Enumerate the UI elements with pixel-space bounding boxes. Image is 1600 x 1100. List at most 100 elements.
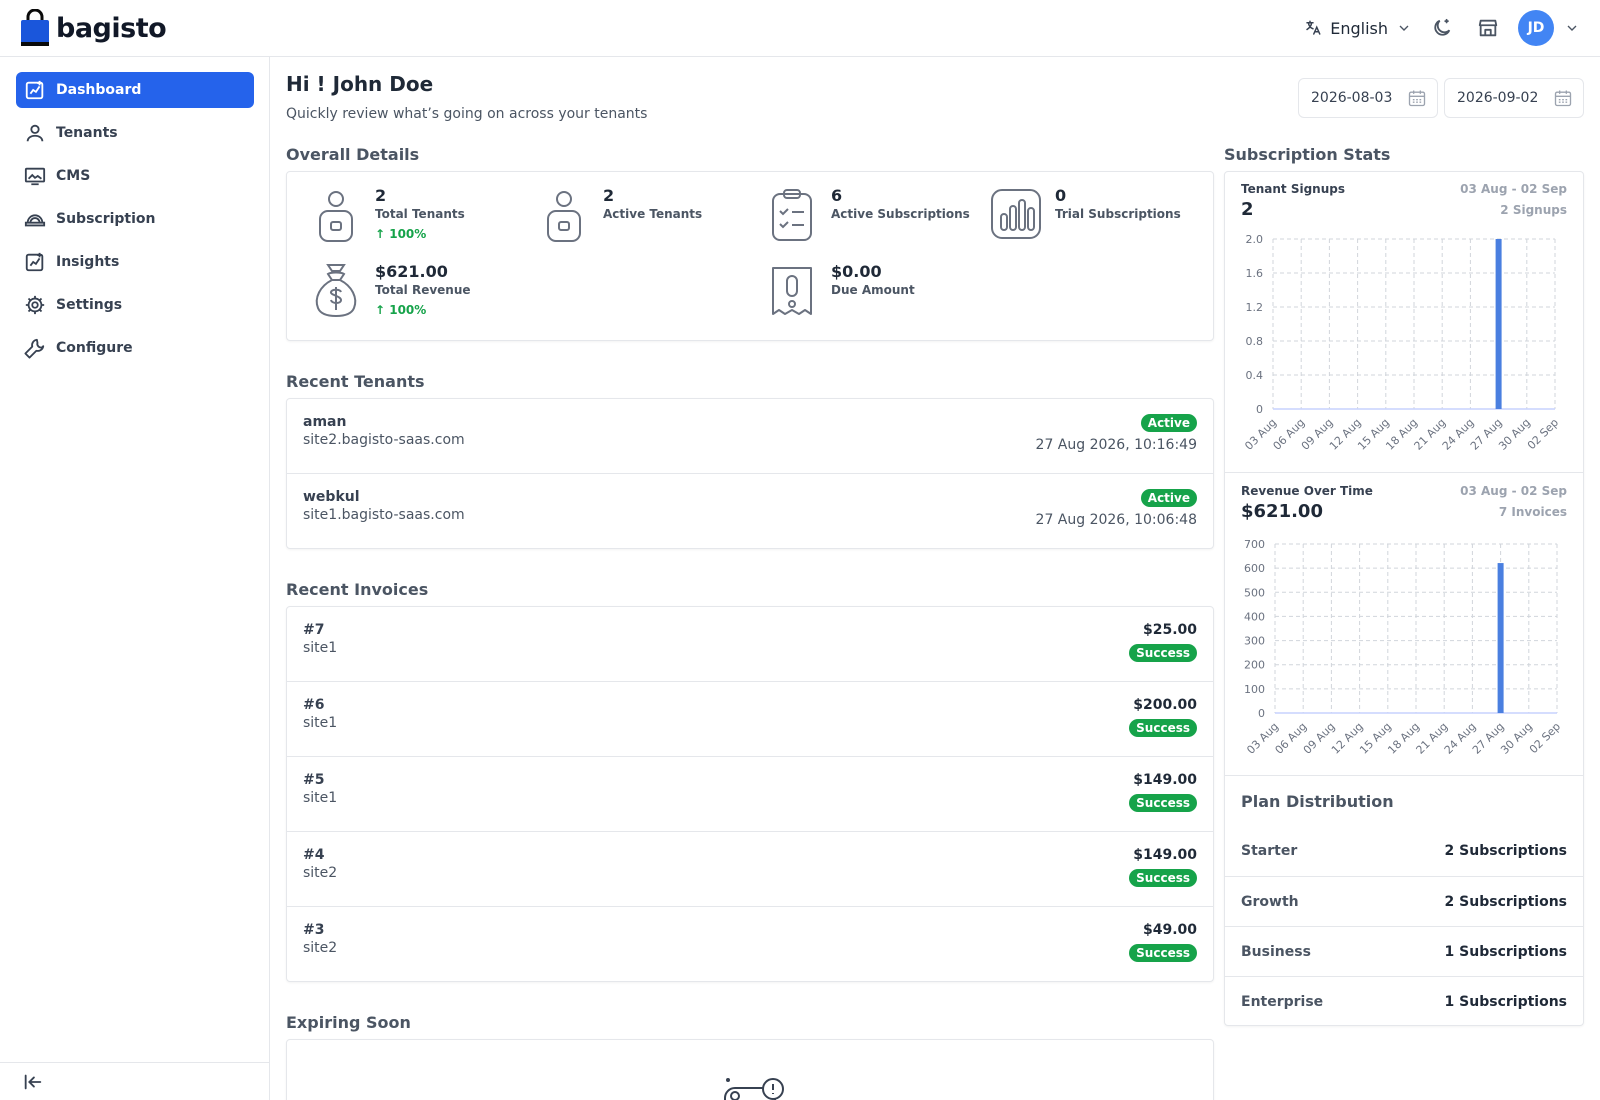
overall-details-card: 2 Total Tenants ↑ 100% 2 Active Tenants … [286,171,1214,341]
chart-bar [1497,563,1504,713]
tenant-name: webkul [303,489,360,505]
dark-mode-toggle[interactable] [1426,12,1458,44]
signups-count: 2 Signups [1500,203,1567,217]
status-badge: Success [1129,644,1197,662]
invoice-row[interactable]: #4 site2 $149.00 Success [287,832,1213,907]
y-tick-label: 200 [1244,659,1265,672]
stat-total-tenants: 2 Total Tenants ↑ 100% [311,186,465,242]
store-icon [1478,19,1498,37]
invoice-meta: $149.00 Success [1129,847,1197,887]
subscription-stats-title: Subscription Stats [1224,145,1391,164]
invoice-row[interactable]: #5 site1 $149.00 Success [287,757,1213,832]
sidebar-item-tenants[interactable]: Tenants [16,115,254,151]
sidebar-item-label: Configure [56,340,133,356]
tenant-meta: Active 27 Aug 2026, 10:06:48 [1036,489,1197,528]
revenue-total: $621.00 [1241,501,1323,522]
date-to-value: 2026-09-02 [1457,90,1539,106]
stat-value: $621.00 [375,262,448,281]
invoice-amount: $149.00 [1133,847,1197,863]
sidebar-item-settings[interactable]: Settings [16,287,254,323]
chevron-down-icon [1399,25,1409,31]
status-badge: Success [1129,869,1197,887]
invoice-site: site2 [303,940,338,956]
sidebar-item-dashboard[interactable]: Dashboard [16,72,254,108]
signups-total: 2 [1241,199,1254,220]
x-tick-label: 30 Aug [1498,720,1535,757]
invoice-amount: $25.00 [1142,622,1197,638]
status-badge: Success [1129,794,1197,812]
invoice-site: site1 [303,640,338,656]
subscription-icon [24,214,46,227]
moon-icon [1434,18,1451,36]
profile-menu[interactable]: JD [1518,10,1580,46]
alert-receipt-icon [772,267,812,315]
storefront-button[interactable] [1472,12,1504,44]
invoice-row[interactable]: #7 site1 $25.00 Success [287,607,1213,682]
x-tick-label: 02 Sep [1527,720,1563,756]
date-to-field[interactable]: 2026-09-02 [1444,78,1584,118]
wrench-icon [24,338,45,359]
language-selector[interactable]: English [1304,19,1412,38]
plan-count: 2 Subscriptions [1444,893,1567,910]
date-from-value: 2026-08-03 [1311,90,1393,106]
invoice-row[interactable]: #3 site2 $49.00 Success [287,907,1213,982]
clipboard-icon [772,189,812,241]
stat-total-revenue: $621.00 Total Revenue ↑ 100% [311,262,471,318]
stat-label: Total Tenants [375,207,465,221]
user-icon [26,124,44,142]
gear-icon [25,295,45,315]
y-tick-label: 1.2 [1246,301,1264,314]
date-from-field[interactable]: 2026-08-03 [1298,78,1438,118]
expiring-soon-title: Expiring Soon [286,1013,411,1032]
invoice-id: #4 [303,847,325,863]
y-tick-label: 2.0 [1246,233,1264,246]
stat-active-subscriptions: 6 Active Subscriptions [767,186,970,242]
tenant-date: 27 Aug 2026, 10:06:48 [1035,512,1197,528]
y-tick-label: 100 [1244,683,1265,696]
y-tick-label: 0.4 [1246,369,1264,382]
recent-invoices-title: Recent Invoices [286,580,429,599]
language-label: English [1330,18,1388,38]
signups-range: 03 Aug - 02 Sep [1460,182,1567,196]
status-badge: Success [1129,944,1197,962]
sidebar-item-subscription[interactable]: Subscription [16,201,254,237]
tenant-domain: site1.bagisto-saas.com [303,507,465,523]
tenant-date: 27 Aug 2026, 10:16:49 [1035,437,1197,453]
sidebar: Dashboard Tenants CMS Subscription Insig… [0,57,270,1100]
sidebar-item-insights[interactable]: Insights [16,244,254,280]
status-badge: Active [1140,489,1197,507]
collapse-sidebar-button[interactable] [0,1062,270,1100]
person-icon [547,191,581,242]
sidebar-item-configure[interactable]: Configure [16,330,254,366]
stat-change: ↑ 100% [375,303,427,317]
recent-tenants-card: aman site2.bagisto-saas.com Active 27 Au… [286,398,1214,549]
stat-label: Trial Subscriptions [1055,207,1181,221]
overall-details-title: Overall Details [286,145,420,164]
invoice-row[interactable]: #6 site1 $200.00 Success [287,682,1213,757]
sidebar-item-label: CMS [56,168,91,184]
calendar-icon [1554,90,1572,107]
logo-text: bagisto [56,12,167,44]
stat-change: ↑ 100% [375,227,427,241]
revenue-count: 7 Invoices [1498,505,1567,519]
plan-row: Growth 2 Subscriptions [1225,876,1583,926]
insights-icon [25,252,44,272]
translate-icon [1306,20,1321,35]
sidebar-item-label: Tenants [56,125,118,141]
x-tick-label: 30 Aug [1496,416,1533,453]
sidebar-item-cms[interactable]: CMS [16,158,254,194]
plan-name: Growth [1241,893,1299,910]
invoice-amount: $149.00 [1133,772,1197,788]
arrow-up-icon: ↑ [375,227,390,241]
stat-value: 6 [831,186,843,205]
collapse-icon [24,1074,42,1089]
tenant-row[interactable]: aman site2.bagisto-saas.com Active 27 Au… [287,399,1213,474]
dashboard-icon [25,80,44,100]
signups-chart-title: Tenant Signups [1241,182,1345,196]
logo[interactable]: bagisto [20,9,167,47]
tenant-row[interactable]: webkul site1.bagisto-saas.com Active 27 … [287,474,1213,549]
invoice-id: #5 [303,772,325,788]
tenant-name: aman [303,414,347,430]
arrow-up-icon: ↑ [375,303,390,317]
